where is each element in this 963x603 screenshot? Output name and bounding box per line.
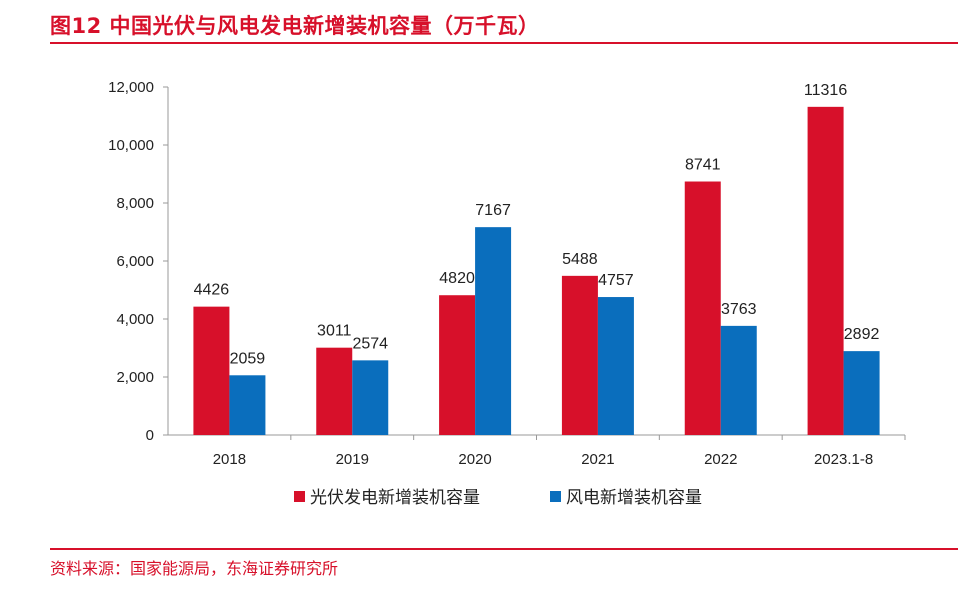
- source-rule: [50, 548, 958, 550]
- bar-solar: [684, 181, 721, 435]
- bar-solar: [193, 306, 230, 435]
- data-label: 11316: [804, 82, 847, 99]
- data-label: 2892: [844, 326, 880, 343]
- data-label: 8741: [685, 157, 721, 174]
- x-tick-label: 2020: [458, 451, 491, 468]
- x-tick-label: 2022: [704, 451, 737, 468]
- data-label: 7167: [475, 202, 511, 219]
- legend-label: 风电新增装机容量: [566, 488, 702, 507]
- x-tick-label: 2019: [336, 451, 369, 468]
- y-tick-label: 2,000: [116, 369, 154, 386]
- bar-solar: [439, 295, 476, 435]
- data-label: 2059: [230, 350, 266, 367]
- y-tick-label: 6,000: [116, 253, 154, 270]
- legend-label: 光伏发电新增装机容量: [310, 488, 480, 507]
- bar-solar: [807, 106, 844, 435]
- data-label: 3763: [721, 301, 757, 318]
- x-tick-label: 2021: [581, 451, 614, 468]
- y-tick-label: 8,000: [116, 195, 154, 212]
- y-tick-label: 10,000: [108, 137, 154, 154]
- y-tick-label: 0: [146, 427, 154, 444]
- legend-swatch: [550, 491, 561, 502]
- y-tick-label: 12,000: [108, 79, 154, 96]
- bar-solar: [561, 275, 598, 435]
- x-tick-label: 2018: [213, 451, 246, 468]
- source-note: 资料来源：国家能源局，东海证券研究所: [50, 559, 339, 578]
- data-label: 4820: [439, 270, 475, 287]
- bar-wind: [597, 297, 634, 435]
- bar-wind: [720, 325, 757, 435]
- x-tick-label: 2023.1-8: [814, 451, 873, 468]
- data-label: 3011: [317, 323, 352, 340]
- bar-wind: [352, 360, 389, 435]
- chart-title: 图12 中国光伏与风电发电新增装机容量（万千瓦）: [50, 14, 540, 38]
- bar-wind: [229, 375, 266, 435]
- bar-wind: [843, 351, 880, 435]
- data-label: 4757: [598, 272, 634, 289]
- bar-wind: [475, 227, 512, 435]
- data-label: 4426: [194, 282, 230, 299]
- y-tick-label: 4,000: [116, 311, 154, 328]
- bar-solar: [316, 347, 353, 435]
- data-label: 2574: [352, 335, 388, 352]
- title-rule: [50, 42, 958, 44]
- legend-swatch: [294, 491, 305, 502]
- data-label: 5488: [562, 251, 598, 268]
